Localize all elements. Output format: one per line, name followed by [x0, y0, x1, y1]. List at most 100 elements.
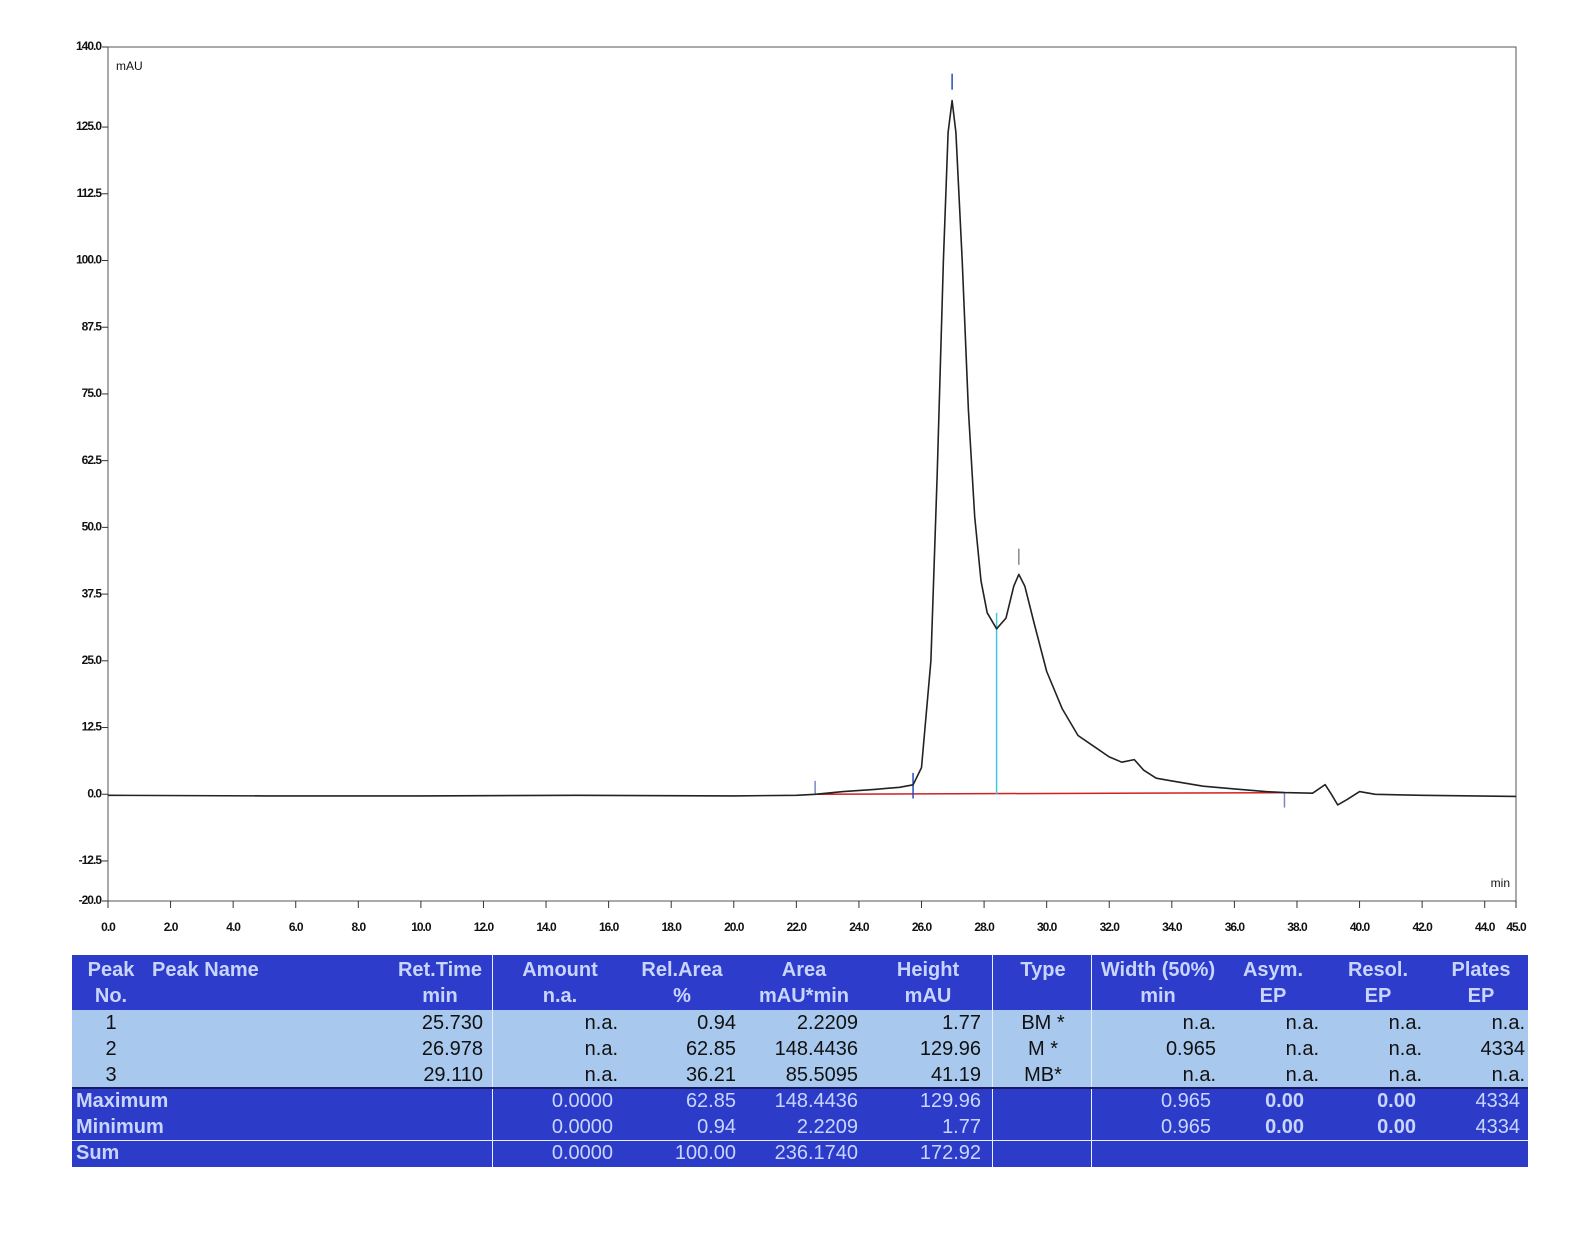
- summary-label: Maximum: [76, 1090, 169, 1112]
- x-tick-label: 36.0: [1225, 920, 1246, 934]
- table-cell: 4334: [1480, 1038, 1526, 1060]
- table-cell: n.a.: [584, 1064, 618, 1086]
- table-cell: 36.21: [685, 1064, 736, 1086]
- baseline: [815, 791, 1285, 795]
- y-tick-label: 87.5: [82, 319, 103, 333]
- table-cell: 1.77: [942, 1012, 981, 1034]
- column-header: Ret.Time: [397, 959, 483, 981]
- summary-cell: 0.00: [1377, 1116, 1416, 1138]
- x-tick-label: 14.0: [536, 920, 557, 934]
- table-cell: 2: [105, 1038, 117, 1060]
- plot-frame: [107, 46, 1517, 902]
- column-header: min: [1140, 985, 1176, 1007]
- column-header: No.: [94, 985, 128, 1007]
- summary-cell: 236.1740: [774, 1142, 858, 1164]
- x-tick-label: 0.0: [101, 920, 116, 934]
- summary-cell: 0.00: [1377, 1090, 1416, 1112]
- table-cell: 85.5095: [785, 1064, 858, 1086]
- table-cell: 148.4436: [774, 1038, 858, 1060]
- summary-cell: 4334: [1475, 1090, 1521, 1112]
- x-axis-label: min: [1491, 876, 1510, 890]
- y-tick-label: 37.5: [82, 586, 103, 600]
- y-tick-label: -12.5: [79, 853, 103, 867]
- table-cell: 0.94: [697, 1012, 736, 1034]
- summary-cell: 129.96: [919, 1090, 981, 1112]
- signal-trace: [107, 99, 1517, 806]
- column-header: n.a.: [542, 985, 578, 1007]
- summary-cell: 172.92: [919, 1142, 981, 1164]
- table-cell: n.a.: [1388, 1064, 1422, 1086]
- table-cell: 41.19: [930, 1064, 981, 1086]
- header-band: [72, 955, 1528, 1010]
- x-tick-label: 45.0: [1506, 920, 1527, 934]
- x-tick-label: 20.0: [724, 920, 745, 934]
- y-axis-label: mAU: [116, 59, 143, 73]
- table-cell: n.a.: [1285, 1064, 1319, 1086]
- x-tick-label: 10.0: [411, 920, 432, 934]
- x-tick-label: 42.0: [1412, 920, 1433, 934]
- column-header: EP: [1467, 985, 1495, 1007]
- table-cell: n.a.: [1285, 1038, 1319, 1060]
- summary-cell: 0.965: [1160, 1116, 1211, 1138]
- chart: mAU min 140.0 125.0 112.5 100.0 87.5 75.0 62.5…: [76, 39, 1528, 934]
- table-cell: n.a.: [1491, 1012, 1525, 1034]
- table-cell: 3: [105, 1064, 117, 1086]
- table-cell: 2.2209: [796, 1012, 858, 1034]
- y-tick-label: 100.0: [76, 253, 102, 267]
- x-tick-label: 24.0: [849, 920, 870, 934]
- x-tick-label: 16.0: [599, 920, 620, 934]
- y-tick-label: 125.0: [76, 119, 102, 133]
- table-cell: n.a.: [1182, 1064, 1216, 1086]
- x-tick-label: 28.0: [974, 920, 995, 934]
- column-divider: [492, 955, 493, 1167]
- summary-cell: 62.85: [685, 1090, 736, 1112]
- column-header: Peak: [87, 959, 135, 981]
- table-cell: MB*: [1024, 1064, 1062, 1086]
- summary-cell: 0.0000: [551, 1116, 613, 1138]
- x-tick-label: 38.0: [1287, 920, 1308, 934]
- y-tick-label: 140.0: [76, 39, 102, 53]
- row-divider: [72, 1087, 1528, 1089]
- table-cell: 26.978: [421, 1038, 483, 1060]
- table-cell: 25.730: [421, 1012, 483, 1034]
- x-tick-label: 44.0: [1475, 920, 1496, 934]
- x-tick-label: 4.0: [226, 920, 241, 934]
- y-tick-label: 112.5: [77, 186, 103, 200]
- summary-cell: 2.2209: [796, 1116, 858, 1138]
- column-header: Height: [896, 959, 960, 981]
- table-cell: n.a.: [1388, 1012, 1422, 1034]
- summary-cell: 0.0000: [551, 1142, 613, 1164]
- column-header: Peak Name: [152, 959, 259, 981]
- results-table: Peak No. Peak Name Ret.Time min Amount n.a. Rel…: [72, 955, 1528, 1167]
- column-header: Plates: [1451, 959, 1511, 981]
- summary-cell: 1.77: [942, 1116, 981, 1138]
- table-cell: 62.85: [685, 1038, 736, 1060]
- row-divider: [72, 1140, 1528, 1141]
- table-cell: 29.110: [423, 1064, 483, 1086]
- x-tick-label: 22.0: [787, 920, 808, 934]
- column-header: %: [673, 985, 691, 1007]
- y-tick-label: 12.5: [82, 720, 103, 734]
- summary-cell: 0.94: [697, 1116, 736, 1138]
- column-header: mAU: [904, 985, 952, 1007]
- x-tick-label: 34.0: [1162, 920, 1183, 934]
- x-tick-label: 30.0: [1037, 920, 1058, 934]
- x-tick-label: 32.0: [1100, 920, 1121, 934]
- summary-label: Sum: [76, 1142, 120, 1164]
- column-header: EP: [1259, 985, 1287, 1007]
- y-tick-label: 0.0: [87, 786, 102, 800]
- x-tick-label: 18.0: [662, 920, 683, 934]
- column-header: mAU*min: [758, 985, 849, 1007]
- summary-cell: 0.0000: [551, 1090, 613, 1112]
- data-band: [72, 1010, 1528, 1088]
- summary-cell: 0.965: [1160, 1090, 1211, 1112]
- x-tick-label: 26.0: [912, 920, 933, 934]
- table-cell: 1: [105, 1012, 117, 1034]
- table-cell: n.a.: [1388, 1038, 1422, 1060]
- table-cell: n.a.: [1182, 1012, 1216, 1034]
- x-tick-label: 2.0: [164, 920, 179, 934]
- column-header: Amount: [522, 959, 598, 981]
- column-divider: [1091, 955, 1092, 1167]
- y-tick-label: 62.5: [82, 453, 103, 467]
- table-cell: M *: [1028, 1038, 1058, 1060]
